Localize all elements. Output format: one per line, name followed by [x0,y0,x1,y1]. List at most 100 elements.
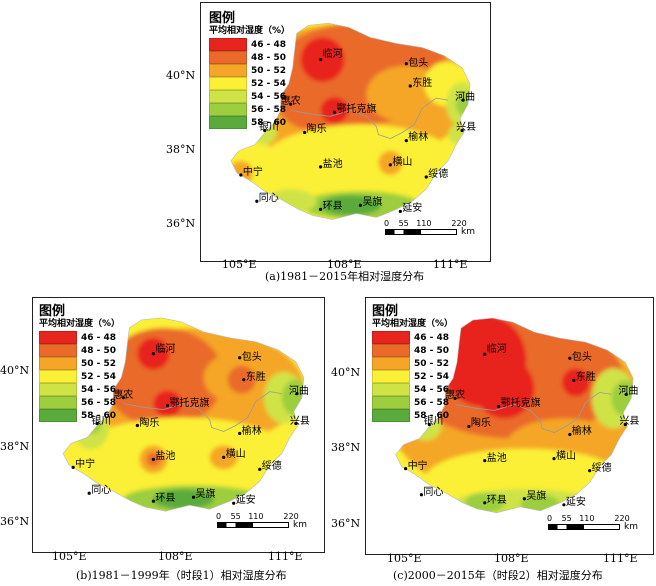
legend-item: 56 - 58 [372,396,453,409]
lat-label-38-a: 38°N [166,143,196,156]
legend-item: 56 - 58 [209,103,290,116]
station-label: 包头 [408,57,429,69]
station-label: 东胜 [575,372,596,384]
station-dot [404,62,408,66]
scale-tick-label: 220 [614,514,630,523]
station-dot [522,497,526,501]
station-label: 银川 [91,415,112,427]
legend-swatch [39,370,77,383]
station-dot [289,102,293,106]
station-dot [238,356,242,360]
station-dot [404,138,408,143]
station-label: 鄂托克旗 [500,398,541,410]
humidity-zone-58-60 [153,489,214,510]
station-label: 陶乐 [139,417,160,429]
legend-label: 58 - 60 [251,117,287,128]
region-outline [230,22,471,220]
station-dot [453,396,457,400]
station-label: 临河 [486,344,507,356]
station-dot [332,110,337,114]
legend-swatch [372,396,410,409]
legend-item: 50 - 52 [372,357,453,370]
legend: 图例 平均相对湿度（%） 46 - 48 48 - 50 50 - 52 52 - 54 5… [209,11,290,129]
legend-title: 图例 [209,11,236,26]
station-label: 环县 [322,201,343,213]
station-dot [624,392,628,396]
station-label: 惠农 [113,389,134,401]
lat-label-38-b: 38°N [0,440,30,453]
legend-swatch [209,116,247,129]
humidity-zone-46-48 [474,358,535,419]
legend-title: 图例 [372,304,399,319]
lon-label-108-a: 108°E [327,258,362,271]
station-dot [388,163,392,167]
legend-item: 50 - 52 [209,64,290,77]
station-dot [71,465,75,469]
region-outline [62,317,305,512]
legend-swatch [209,103,247,116]
station-label: 横山 [225,449,246,461]
station-label: 绥德 [261,461,282,473]
station-label: 鄂托克旗 [169,397,210,409]
legend-item: 58 - 60 [209,116,290,129]
legend-swatch [372,331,410,344]
map-panel-a: 临河 包头 惠农 鄂托克旗 东胜 河曲 银川 陶乐 榆林 兴县 中宁 盐池 横山 绥德 同心 环县 吴旗 延安 图例… [200,2,491,262]
legend-item: 54 - 56 [372,383,453,396]
station-label: 延安 [235,495,256,507]
humidity-zone-50-52 [378,150,403,175]
station-dot [242,378,246,382]
humidity-zone-46-48 [153,390,182,417]
legend-swatch [39,383,77,396]
station-label: 环县 [486,494,507,506]
scale-tick-label: 0 [547,514,553,523]
humidity-map [62,317,305,512]
scale-bar-graphic [548,524,620,530]
legend-label: 54 - 56 [81,384,117,395]
station-dot [294,421,298,426]
station-dot [568,356,572,360]
legend-label: 52 - 54 [414,371,450,382]
legend-label: 50 - 52 [414,358,450,369]
station-dot [318,165,323,169]
legend-item: 58 - 60 [372,409,453,422]
legend-label: 52 - 54 [251,78,287,89]
lon-label-111-b: 111°E [268,550,303,563]
station-label: 鄂托克旗 [336,104,377,116]
scale-tick-label: 110 [579,514,595,523]
boundary-line [454,391,612,433]
station-label: 兴县 [619,416,640,428]
station-dot [95,421,99,426]
station-dot [151,352,156,356]
station-dot [191,495,196,499]
region-outline [395,317,634,514]
station-dot [552,457,556,461]
station-dot [467,424,471,429]
caption-a: (a)1981－2015年相对湿度分布 [265,270,425,283]
station-dot [263,128,267,133]
legend-label: 48 - 50 [414,345,450,356]
station-dot [404,467,408,471]
legend-subtitle: 平均相对湿度（%） [39,319,121,329]
station-dot [303,130,307,135]
station-label: 兴县 [289,415,310,427]
station-label: 河曲 [618,386,639,398]
legend-label: 46 - 48 [251,39,287,50]
legend-item: 48 - 50 [372,344,453,357]
lon-label-105-b: 105°E [52,550,87,563]
legend-item: 50 - 52 [39,357,120,370]
legend-swatch [209,38,247,51]
station-dot [295,392,299,396]
legend-swatch [372,409,410,422]
legend-swatch [209,51,247,64]
station-dot [419,493,424,497]
scale-unit: km [624,522,638,532]
caption-b: (b)1981－1999年（时段1）相对湿度分布 [76,569,287,582]
station-dot [408,84,412,88]
lat-label-40-b: 40°N [0,364,30,377]
station-label: 临河 [322,49,343,61]
legend-subtitle: 平均相对湿度（%） [372,319,454,329]
station-dot [318,58,323,62]
legend-label: 46 - 48 [81,332,117,343]
legend-label: 58 - 60 [81,410,117,421]
scale-bar: 0 55 110 220 km [384,219,475,237]
